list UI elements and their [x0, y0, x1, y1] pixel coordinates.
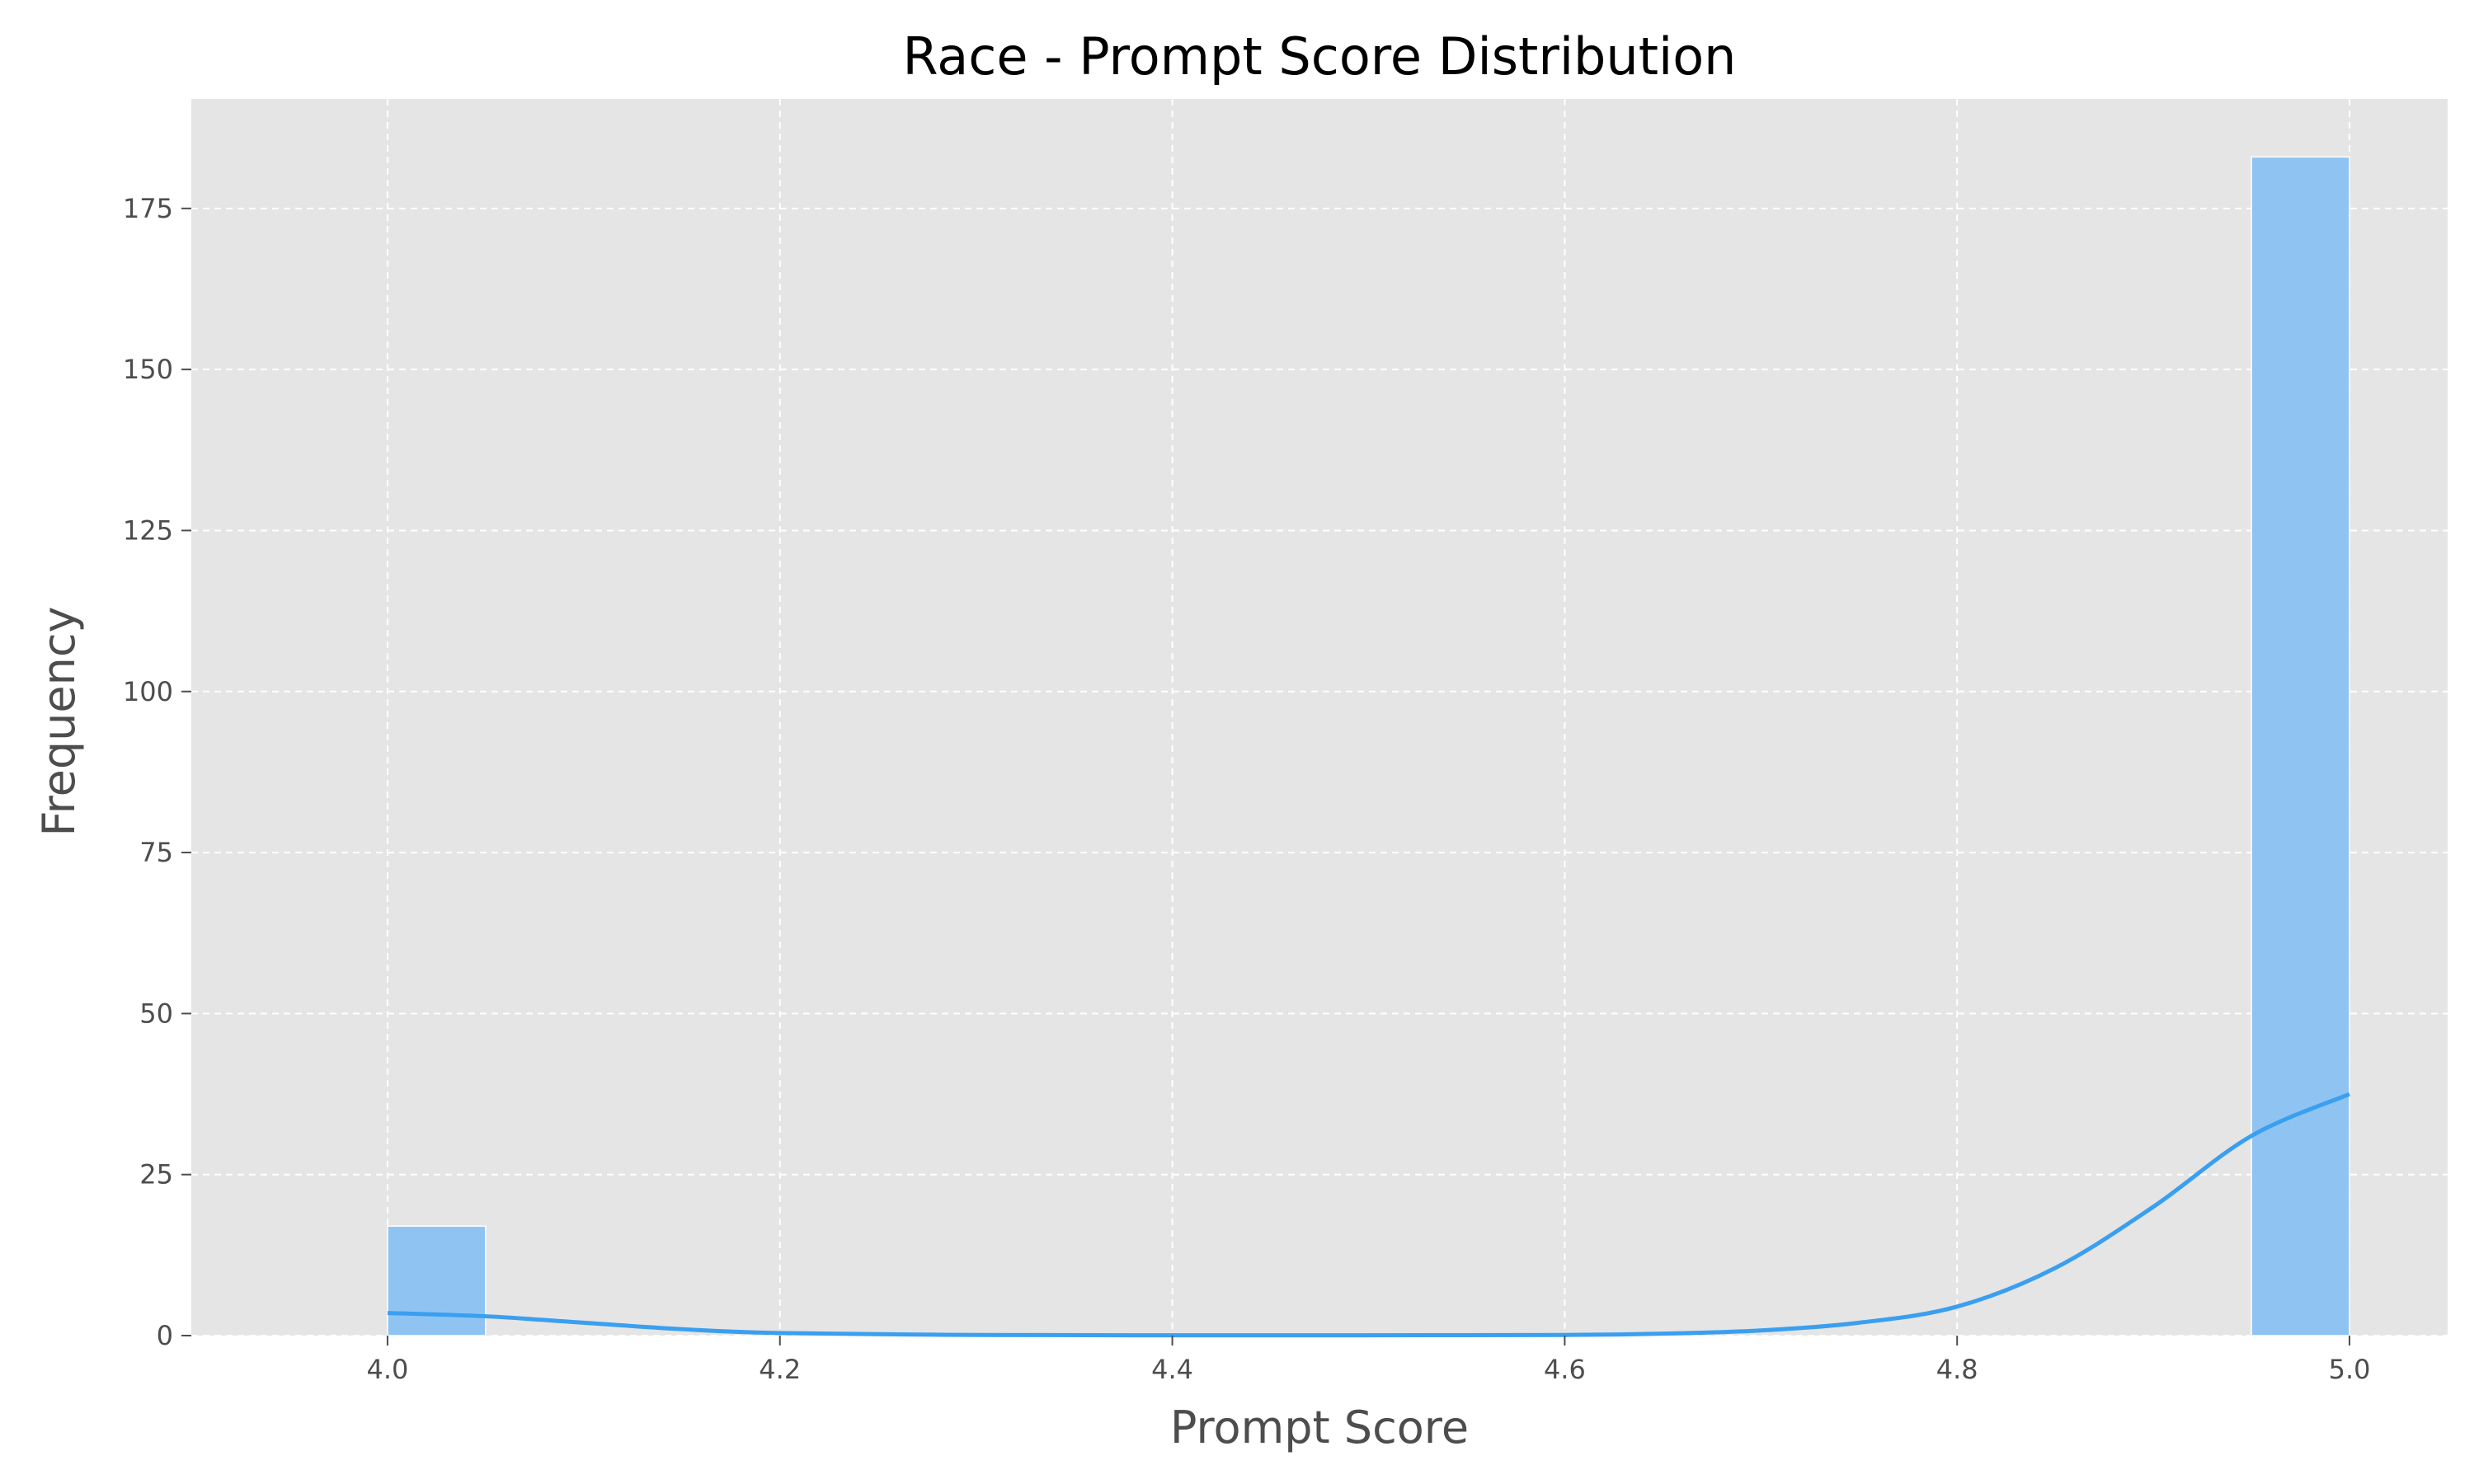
grid-lines [191, 99, 2448, 1336]
y-tick-label: 100 [123, 676, 173, 707]
axis-ticks: 4.0 4.2 4.4 4.6 4.8 5.0 0 25 50 75 100 125 150 175 [123, 193, 2371, 1385]
x-tick-label: 4.2 [759, 1354, 801, 1385]
y-tick-label: 75 [139, 837, 173, 868]
histogram-bars [387, 156, 2350, 1336]
y-tick-label: 175 [123, 193, 173, 224]
kde-curve [387, 1092, 2351, 1338]
y-axis-title: Frequency [33, 607, 85, 837]
x-tick-label: 4.0 [366, 1354, 408, 1385]
chart-title: Race - Prompt Score Distribution [903, 26, 1737, 87]
x-tick-label: 4.4 [1151, 1354, 1193, 1385]
x-tick-label: 5.0 [2329, 1354, 2371, 1385]
x-tick-label: 4.6 [1544, 1354, 1586, 1385]
y-tick-label: 125 [123, 514, 173, 546]
y-tick-label: 50 [139, 998, 173, 1029]
y-tick-label: 0 [157, 1320, 173, 1351]
histogram-bar [2251, 156, 2350, 1336]
x-axis-title: Prompt Score [1170, 1402, 1469, 1453]
plot-background [191, 99, 2448, 1336]
x-tick-label: 4.8 [1936, 1354, 1978, 1385]
y-tick-label: 25 [139, 1159, 173, 1190]
histogram-bar [387, 1225, 487, 1336]
y-tick-label: 150 [123, 354, 173, 385]
